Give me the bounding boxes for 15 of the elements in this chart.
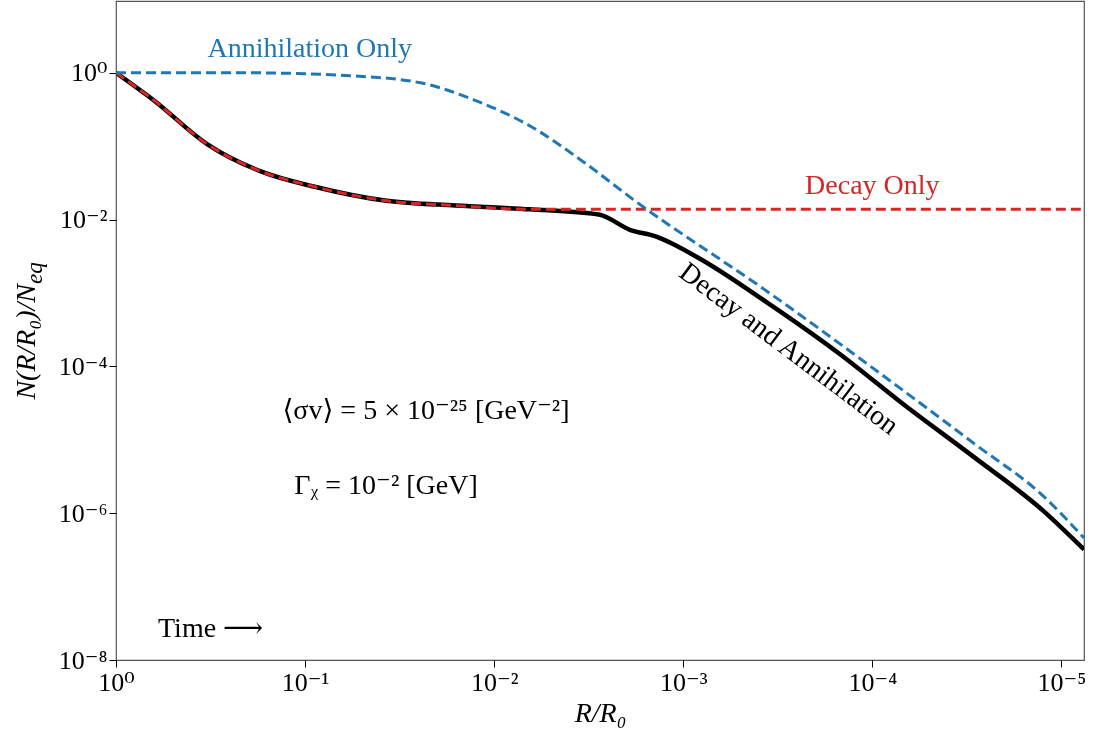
series-label: Annihilation Only — [207, 31, 413, 63]
annotation: Γᵪ = 10⁻² [GeV] — [294, 469, 478, 500]
x-tick-label: 10⁻⁴ — [848, 667, 898, 697]
x-tick-label: 10⁻¹ — [281, 667, 330, 697]
y-tick-label: 10⁻⁶ — [58, 498, 108, 528]
x-axis-title: R/R₀ — [573, 696, 627, 728]
x-tick-label: 10⁻³ — [660, 667, 708, 697]
annotation: Time ⟶ — [158, 612, 264, 643]
y-tick-label: 10⁻⁴ — [58, 351, 108, 381]
series-label: Decay Only — [805, 169, 940, 201]
x-tick-label: 10⁻⁵ — [1037, 667, 1087, 697]
annotation: ⟨σv⟩ = 5 × 10⁻²⁵ [GeV⁻²] — [282, 394, 570, 425]
x-tick-label: 10⁻² — [470, 667, 519, 697]
y-tick-label: 10⁻² — [59, 205, 108, 235]
y-tick-label: 10⁰ — [71, 58, 108, 88]
